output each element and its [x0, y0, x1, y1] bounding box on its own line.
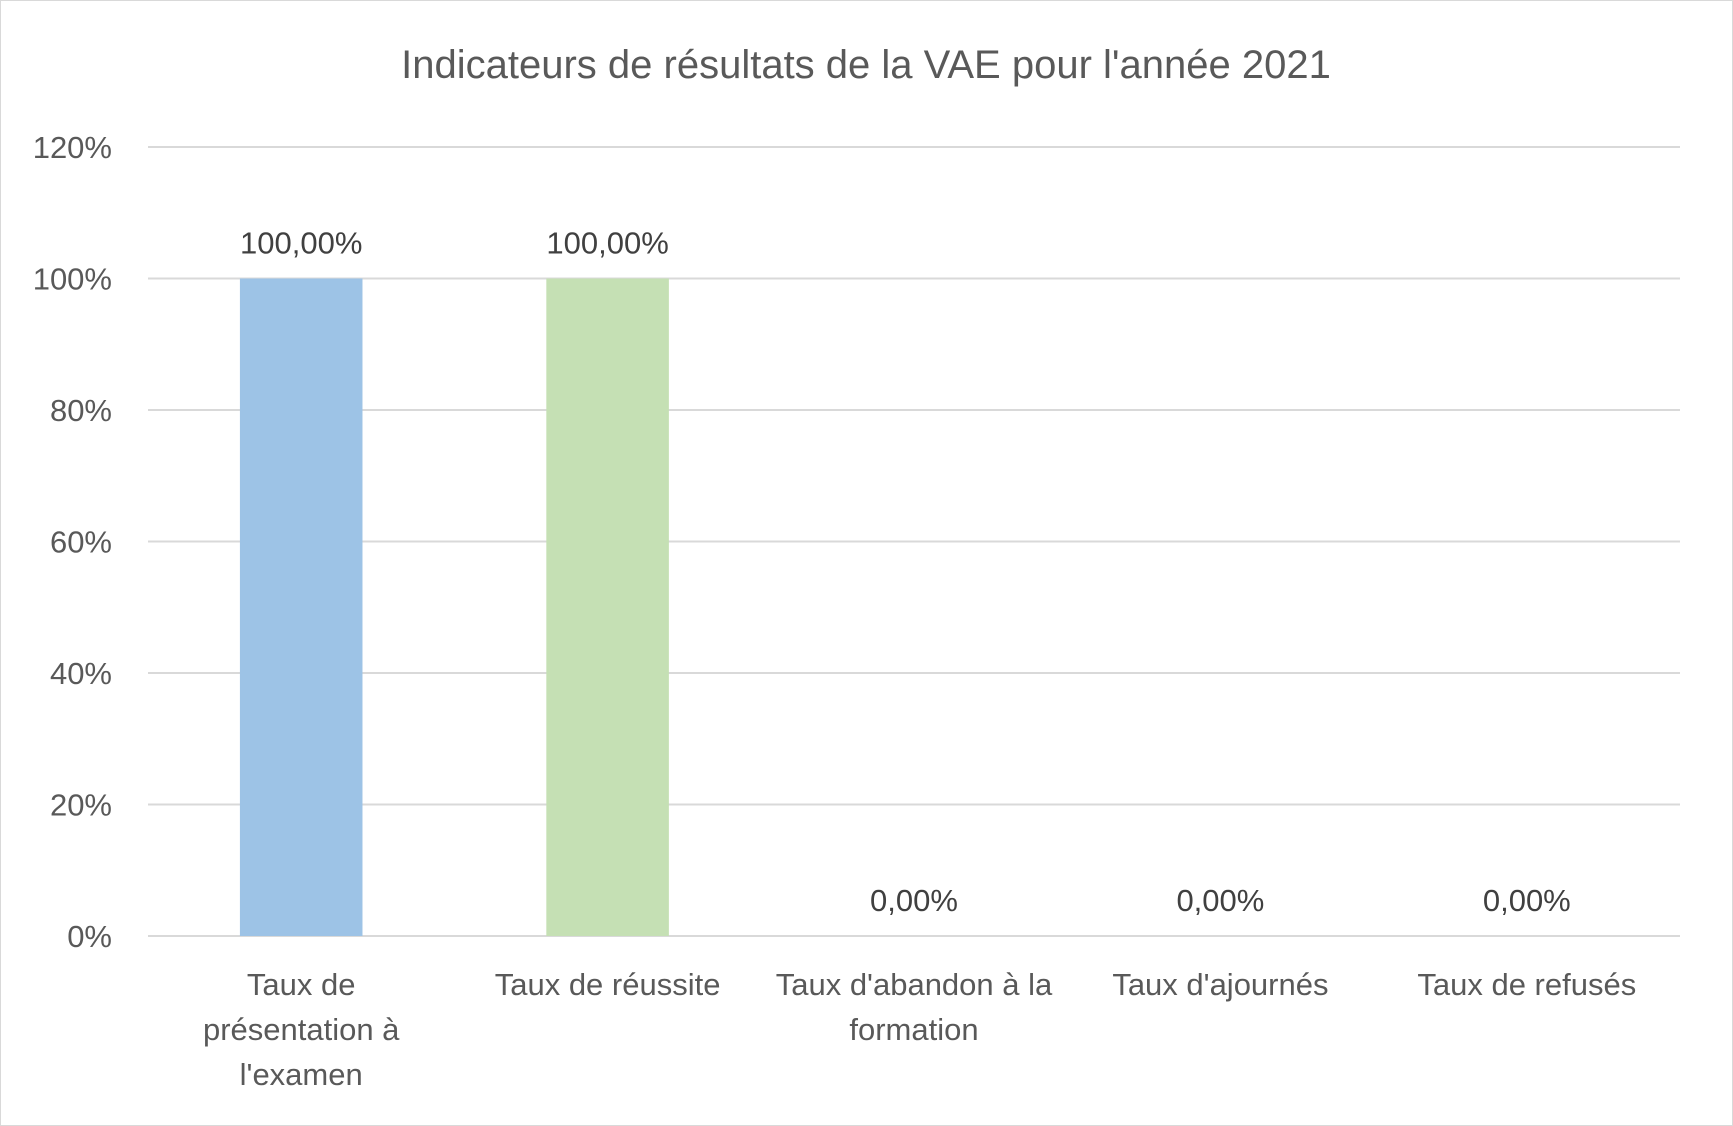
data-label: 0,00%: [1176, 883, 1264, 918]
bar: [239, 278, 363, 936]
y-tick-label: 80%: [50, 393, 112, 428]
bar: [546, 278, 669, 936]
y-tick-label: 0%: [67, 919, 112, 954]
category-label-line: Taux de refusés: [1417, 967, 1636, 1002]
gridlines: [148, 146, 1680, 937]
category-label-line: Taux de: [247, 967, 356, 1002]
y-tick-label: 60%: [50, 525, 112, 560]
category-label: Taux de refusés: [1417, 967, 1636, 1002]
data-labels: 100,00% 100,00% 0,00% 0,00% 0,00%: [240, 226, 1571, 919]
y-axis-tick-labels: 0% 20% 40% 60% 80% 100% 120%: [33, 130, 112, 954]
category-label-line: Taux d'abandon à la: [776, 967, 1053, 1002]
data-label: 0,00%: [870, 883, 958, 918]
category-label: Taux d'ajournés: [1112, 967, 1328, 1002]
chart-title: Indicateurs de résultats de la VAE pour …: [401, 43, 1331, 87]
bars: [239, 278, 669, 936]
category-label: Taux d'abandon à la formation: [776, 967, 1053, 1047]
category-label: Taux de présentation à l'examen: [203, 967, 400, 1092]
y-tick-label: 120%: [33, 130, 112, 165]
y-tick-label: 20%: [50, 788, 112, 823]
category-label-line: Taux de réussite: [495, 967, 721, 1002]
x-axis-category-labels: Taux de présentation à l'examen Taux de réu…: [203, 967, 1636, 1092]
data-label: 100,00%: [240, 226, 362, 261]
data-label: 0,00%: [1483, 883, 1571, 918]
data-label: 100,00%: [546, 226, 668, 261]
category-label-line: Taux d'ajournés: [1112, 967, 1328, 1002]
category-label-line: présentation à: [203, 1012, 400, 1047]
category-label: Taux de réussite: [495, 967, 721, 1002]
y-tick-label: 100%: [33, 262, 112, 297]
y-tick-label: 40%: [50, 656, 112, 691]
category-label-line: formation: [849, 1012, 978, 1047]
category-label-line: l'examen: [240, 1057, 363, 1092]
